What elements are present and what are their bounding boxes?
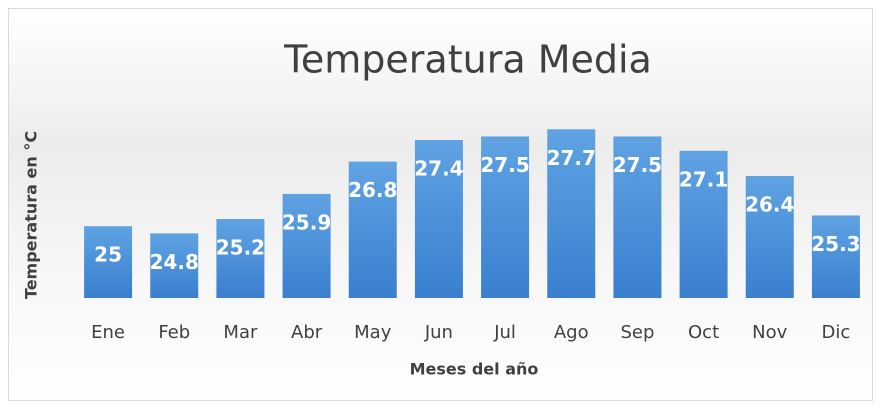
bar: [84, 226, 133, 298]
bar: [348, 161, 397, 298]
data-label: 26.4: [745, 192, 794, 216]
data-label: 25.3: [811, 232, 860, 256]
data-label: 26.8: [348, 178, 397, 202]
data-label: 27.4: [414, 157, 463, 181]
x-tick-label: Jul: [493, 322, 516, 343]
x-tick-label: Sep: [620, 322, 654, 343]
x-tick-label: Mar: [223, 322, 258, 343]
data-label: 25.2: [216, 236, 265, 260]
x-tick-label: Jun: [424, 322, 453, 343]
data-label: 27.7: [547, 146, 596, 170]
bar: [679, 150, 728, 298]
x-axis-title: Meses del año: [410, 360, 539, 379]
bar: [745, 175, 794, 298]
y-axis-title: Temperatura en °C: [22, 131, 41, 299]
bar: [811, 215, 860, 298]
x-tick-label: Oct: [688, 322, 719, 343]
x-tick-label: Dic: [822, 322, 851, 343]
data-label: 27.5: [613, 153, 662, 177]
x-tick-label: Ago: [554, 322, 589, 343]
data-label: 24.8: [150, 250, 199, 274]
data-label: 25.9: [282, 210, 331, 234]
data-label: 27.5: [480, 153, 529, 177]
x-tick-label: Feb: [158, 322, 190, 343]
bar: [613, 136, 662, 298]
data-label: 25: [94, 243, 122, 267]
bar: [414, 140, 463, 298]
data-label: 27.1: [679, 167, 728, 191]
x-tick-label: Abr: [291, 322, 323, 343]
x-tick-label: May: [354, 322, 392, 343]
bar: [150, 233, 199, 298]
x-tick-label: Nov: [752, 322, 787, 343]
bar: [547, 129, 596, 298]
x-tick-label: Ene: [91, 322, 125, 343]
bar: [216, 219, 265, 298]
bar: [481, 136, 530, 298]
chart-title: Temperatura Media: [283, 38, 652, 82]
bar: [282, 193, 331, 298]
